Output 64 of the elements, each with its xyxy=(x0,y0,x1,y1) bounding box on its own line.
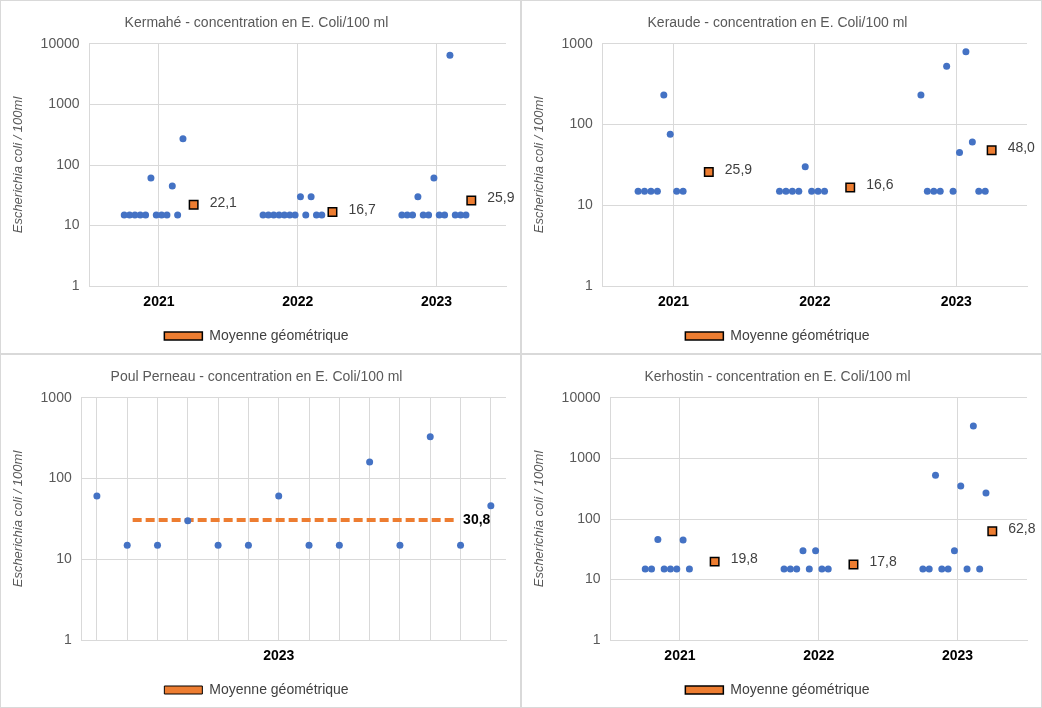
x-tick-label: 2023 xyxy=(940,293,973,310)
point xyxy=(275,492,283,500)
point xyxy=(426,433,434,441)
y-tick-label: 10 xyxy=(56,550,72,567)
data-label: 22,1 xyxy=(209,193,238,210)
data-label: 62,8 xyxy=(1008,520,1036,537)
y-tick-label: 100 xyxy=(56,155,80,172)
point xyxy=(123,541,131,549)
x-tick-label: 2021 xyxy=(143,293,175,310)
point xyxy=(487,502,495,510)
x-tick-label: 2023 xyxy=(942,647,974,664)
x-tick-label: 2021 xyxy=(657,293,690,310)
y-tick-label: 1000 xyxy=(40,388,72,405)
point xyxy=(184,517,192,525)
x-tick-label: 2022 xyxy=(803,647,835,664)
y-axis-title: Escherichia coli / 100ml xyxy=(531,449,547,588)
chart-title: Keraude - concentration en E. Coli/100 ml xyxy=(647,14,908,31)
y-tick-label: 10000 xyxy=(561,388,601,405)
y-tick-label: 10 xyxy=(63,216,80,233)
x-tick-label: 2023 xyxy=(421,293,453,310)
y-tick-label: 1000 xyxy=(561,34,593,51)
point xyxy=(214,541,222,549)
y-tick-label: 1 xyxy=(592,631,601,648)
y-axis-title: Escherichia coli / 100ml xyxy=(10,95,26,234)
y-tick-label: 100 xyxy=(577,509,601,526)
data-label: 48,0 xyxy=(1007,139,1036,156)
data-label: 16,6 xyxy=(866,176,894,193)
data-label: 19,8 xyxy=(730,550,759,567)
point xyxy=(93,492,101,500)
y-axis-title: Escherichia coli / 100ml xyxy=(531,95,547,234)
x-tick-label: 2021 xyxy=(664,647,696,664)
chart-title: Poul Perneau - concentration en E. Coli/100 ml xyxy=(110,368,403,385)
point xyxy=(396,541,404,549)
data-label: 25,9 xyxy=(487,189,515,206)
point xyxy=(154,541,161,549)
data-label: 17,8 xyxy=(869,553,897,570)
y-tick-label: 10 xyxy=(584,570,601,587)
legend-label: Moyenne géométrique xyxy=(209,326,349,343)
annotation: 30,8 xyxy=(463,510,491,527)
y-tick-label: 100 xyxy=(569,115,593,132)
chart-title: Kerhostin - concentration en E. Coli/100 ml xyxy=(644,368,911,385)
legend-label: Moyenne géométrique xyxy=(209,680,349,697)
point xyxy=(244,541,252,549)
y-axis-title: Escherichia coli / 100ml xyxy=(10,449,26,588)
point xyxy=(366,458,374,466)
y-tick-label: 1 xyxy=(63,631,72,648)
y-tick-label: 10 xyxy=(577,196,593,213)
x-tick-label: 2022 xyxy=(799,293,831,310)
y-tick-label: 10000 xyxy=(40,34,80,51)
chart-title: Kermahé - concentration en E. Coli/100 ml xyxy=(124,14,389,31)
y-tick-label: 1 xyxy=(71,277,80,294)
x-tick-label: 2023 xyxy=(263,647,295,664)
data-label: 25,9 xyxy=(724,160,753,177)
y-tick-label: 1000 xyxy=(48,95,80,112)
point xyxy=(305,541,313,549)
y-tick-label: 1000 xyxy=(569,449,601,466)
point xyxy=(457,541,465,549)
legend-label: Moyenne géométrique xyxy=(730,326,870,343)
y-tick-label: 100 xyxy=(48,469,72,486)
data-label: 16,7 xyxy=(348,200,376,217)
point xyxy=(335,541,343,549)
y-tick-label: 1 xyxy=(584,277,593,294)
legend-label: Moyenne géométrique xyxy=(730,680,870,697)
x-tick-label: 2022 xyxy=(282,293,314,310)
